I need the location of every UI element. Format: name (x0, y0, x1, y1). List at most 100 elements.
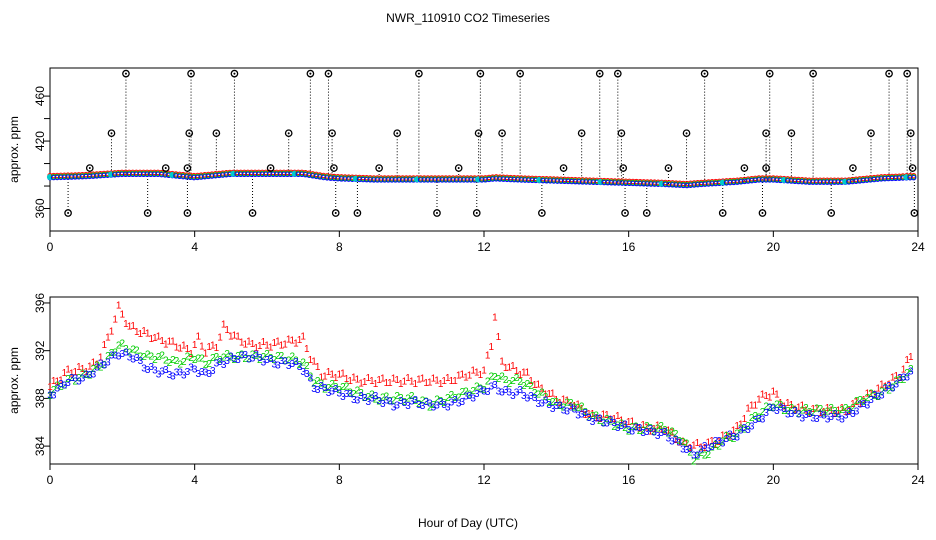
series-2-point: 2 (206, 359, 212, 370)
series-1-point: 1 (644, 422, 650, 433)
series-1-point: 1 (467, 370, 473, 381)
series-2-point: 2 (792, 405, 798, 416)
series-1-point: 1 (525, 368, 531, 379)
series-3-point: 3 (109, 351, 115, 362)
series-3-point: 3 (778, 403, 784, 414)
series-2-point: 2 (470, 386, 476, 397)
series-2-point: 2 (875, 392, 881, 403)
series-1-point: 1 (872, 390, 878, 401)
series-2-point: 2 (384, 392, 390, 403)
series-1-point: 1 (170, 337, 176, 348)
series-1-point: 1 (875, 383, 881, 394)
series-1-point: 1 (503, 363, 509, 374)
series-3-point: 3 (568, 403, 574, 414)
series-2-point: 2 (705, 450, 711, 461)
series-3-point: 3 (825, 415, 831, 426)
series-3-point: 3 (799, 413, 805, 424)
series-1-point: 1 (673, 435, 679, 446)
series-3-point: 3 (872, 390, 878, 401)
series-3-point: 3 (478, 384, 484, 395)
series-3-point: 3 (514, 387, 520, 398)
series-2-point: 2 (510, 376, 516, 387)
series-3-point: 3 (507, 387, 513, 398)
series-2-point: 2 (337, 385, 343, 396)
series-3-point: 3 (340, 392, 346, 403)
series-1-point: 1 (402, 376, 408, 387)
series-2-point: 2 (572, 403, 578, 414)
series-1-point: 1 (582, 410, 588, 421)
series-1-point: 1 (271, 338, 277, 349)
series-1-point: 1 (619, 415, 625, 426)
series-1-point: 1 (441, 376, 447, 387)
series-2-point: 2 (525, 379, 531, 390)
series-1-point: 1 (546, 389, 552, 400)
series-2-point: 2 (394, 391, 400, 402)
series-1-point: 1 (720, 430, 726, 441)
outlier-point-center (913, 212, 916, 215)
series-3-point: 3 (525, 394, 531, 405)
series-1-point: 1 (908, 352, 914, 363)
series-1-point: 1 (879, 379, 885, 390)
series-2-point: 2 (857, 395, 863, 406)
series-2-point: 2 (854, 396, 860, 407)
series-2-point: 2 (467, 390, 473, 401)
series-2-point: 2 (521, 381, 527, 392)
series-3-point: 3 (897, 373, 903, 384)
series-1-point: 1 (857, 399, 863, 410)
series-1-point: 1 (734, 421, 740, 432)
series-1-point: 1 (391, 374, 397, 385)
series-3-point: 3 (130, 355, 136, 366)
outlier-point-center (124, 72, 127, 75)
series-2-point: 2 (868, 389, 874, 400)
series-1-point: 1 (474, 368, 480, 379)
series-2-point: 2 (434, 395, 440, 406)
outlier-point-center (869, 132, 872, 135)
x-tick-label: 20 (767, 240, 781, 254)
series-1-point: 1 (452, 376, 458, 387)
series-2-point: 2 (687, 447, 693, 458)
outlier-point-center (765, 132, 768, 135)
series-2-point: 2 (326, 383, 332, 394)
outlier-point-center (331, 132, 334, 135)
series-1-point: 1 (821, 407, 827, 418)
series-2-point: 2 (908, 364, 914, 375)
series-3-point: 3 (677, 438, 683, 449)
series-2-point: 2 (865, 393, 871, 404)
series-2-point: 2 (156, 352, 162, 363)
series-2-point: 2 (105, 351, 111, 362)
series-3-point: 3 (687, 444, 693, 455)
series-3-point: 3 (246, 355, 252, 366)
series-2-point: 2 (94, 360, 100, 371)
series-2-point: 2 (684, 439, 690, 450)
series-1-point: 1 (727, 431, 733, 442)
series-2-point: 2 (318, 378, 324, 389)
series-3-point: 3 (807, 409, 813, 420)
series-1-point: 1 (597, 414, 603, 425)
series-2-point: 2 (799, 405, 805, 416)
series-3-point: 3 (420, 401, 426, 412)
series-2-point: 2 (420, 396, 426, 407)
outlier-point-center (580, 132, 583, 135)
outlier-point-center (761, 212, 764, 215)
series-2-point: 2 (796, 409, 802, 420)
series-2-point: 2 (709, 442, 715, 453)
series-2-point: 2 (760, 407, 766, 418)
series-1-point: 1 (539, 383, 545, 394)
series-3-point: 3 (470, 393, 476, 404)
outlier-point (266, 164, 275, 172)
series-3-point: 3 (358, 391, 364, 402)
series-3-point: 3 (828, 412, 834, 423)
outlier-point (664, 164, 673, 172)
series-1-point: 1 (384, 378, 390, 389)
outlier-point-center (888, 72, 891, 75)
series-1-point: 1 (315, 362, 321, 373)
series-3-point: 3 (69, 373, 75, 384)
series-2-point: 2 (488, 372, 494, 383)
outlier-point-center (356, 212, 359, 215)
series-2-point: 2 (416, 399, 422, 410)
series-2-point: 2 (568, 398, 574, 409)
series-2-point: 2 (673, 429, 679, 440)
series-2-point: 2 (810, 408, 816, 419)
outlier-point (642, 209, 651, 217)
series-2-point: 2 (246, 354, 252, 365)
